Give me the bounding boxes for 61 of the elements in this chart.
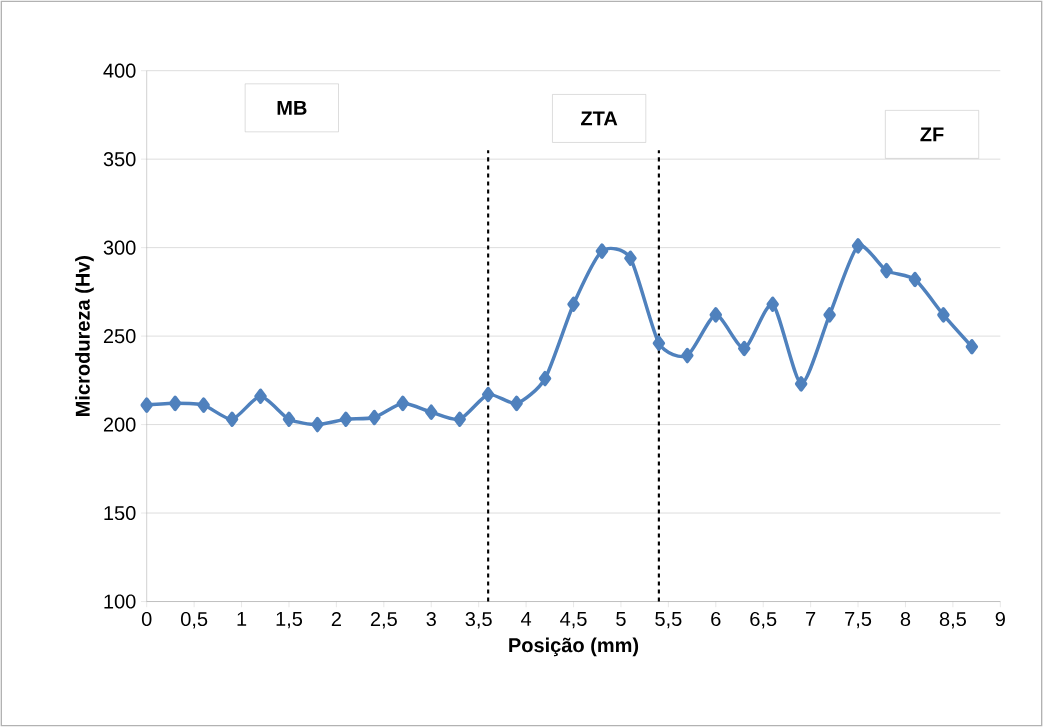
x-tick-label: 0 (141, 611, 152, 627)
point (965, 339, 979, 355)
annotation: MB (277, 101, 307, 115)
point (453, 411, 466, 428)
point (425, 404, 438, 420)
point (538, 370, 552, 387)
y-tick-label: 300 (103, 240, 136, 255)
point (937, 307, 950, 323)
x-tick-label: 7,5 (845, 611, 872, 629)
x-tick-label: 5 (616, 611, 626, 626)
point (567, 296, 580, 313)
x-tick-label: 6,5 (750, 611, 777, 629)
point (851, 238, 865, 254)
point (766, 296, 779, 313)
point (311, 416, 324, 433)
point (254, 388, 267, 405)
point (738, 340, 751, 357)
y-tick-label: 350 (103, 152, 136, 167)
point (282, 411, 296, 428)
x-axis-title: Posição (mm) (509, 637, 639, 657)
annotation: ZTA (581, 111, 618, 126)
x-tick-label: 1 (237, 611, 247, 626)
point (652, 335, 666, 351)
y-tick-label: 400 (103, 63, 136, 78)
point (709, 307, 723, 323)
point (823, 307, 836, 323)
point (794, 376, 808, 392)
x-tick-label: 6 (711, 611, 721, 627)
y-tick-label: 250 (103, 329, 136, 344)
x-tick-label: 3,5 (465, 611, 492, 629)
point (197, 397, 210, 413)
point (510, 395, 523, 412)
point (225, 411, 239, 428)
point (908, 271, 922, 288)
x-tick-label: 0,5 (181, 611, 208, 629)
x-tick-label: 4 (520, 611, 532, 626)
x-tick-label: 8 (900, 611, 911, 627)
point (168, 395, 182, 412)
point (140, 397, 153, 413)
point (681, 347, 694, 364)
x-tick-label: 9 (995, 611, 1005, 627)
point (595, 243, 609, 259)
x-tick-label: 4,5 (560, 611, 587, 629)
x-tick-label: 5,5 (655, 611, 682, 629)
point (396, 395, 410, 412)
y-tick-label: 100 (104, 594, 136, 609)
y-tick-label: 150 (104, 506, 136, 521)
x-tick-label: 1,5 (276, 611, 303, 629)
x-tick-label: 3 (426, 611, 436, 627)
x-tick-label: 7 (806, 611, 816, 626)
x-tick-label: 8,5 (939, 611, 966, 629)
y-axis-title: Microdureza (Hv) (75, 256, 94, 416)
x-tick-label: 2,5 (370, 611, 397, 629)
point (481, 386, 495, 403)
point (880, 262, 893, 279)
annotation: ZF (920, 127, 944, 142)
point (368, 409, 381, 426)
y-tick-label: 200 (103, 417, 136, 432)
point (339, 411, 353, 428)
x-tick-label: 2 (331, 611, 341, 626)
point (624, 250, 637, 267)
